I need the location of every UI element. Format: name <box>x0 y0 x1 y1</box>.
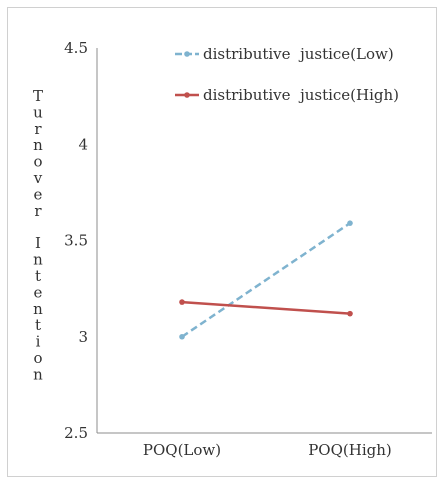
series-lines <box>179 220 353 340</box>
legend-label: distributive justice(High) <box>203 86 399 104</box>
series-line <box>181 300 351 315</box>
y-tick-label: 3 <box>78 328 88 346</box>
data-point <box>347 220 353 226</box>
x-tick-label: POQ(Low) <box>143 441 221 459</box>
y-tick-label: 4.5 <box>64 39 88 57</box>
legend-marker <box>184 92 190 98</box>
data-point <box>179 333 185 340</box>
data-point <box>179 299 185 305</box>
legend-marker <box>184 51 190 57</box>
axes <box>96 48 432 434</box>
y-tick-labels: 2.5 3 3.5 4 4.5 <box>64 39 88 442</box>
y-tick-label: 2.5 <box>64 424 88 442</box>
x-tick-labels: POQ(Low) POQ(High) <box>143 441 392 459</box>
y-tick-label: 3.5 <box>64 232 88 250</box>
legend: distributive justice(Low) distributive ju… <box>175 45 399 104</box>
y-tick-label: 4 <box>78 135 88 153</box>
data-point <box>347 310 353 317</box>
legend-label: distributive justice(Low) <box>203 45 394 63</box>
x-tick-label: POQ(High) <box>308 441 392 459</box>
series-line <box>181 222 351 338</box>
